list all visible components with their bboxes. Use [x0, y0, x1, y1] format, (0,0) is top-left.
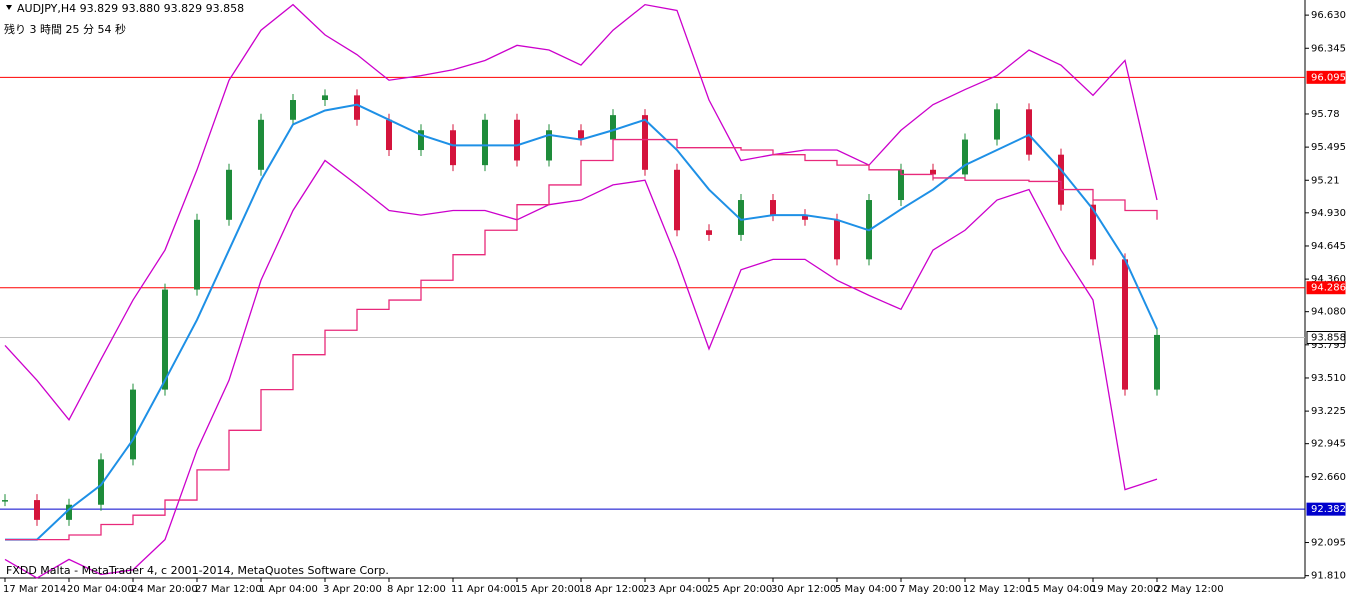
- candle: [130, 389, 136, 460]
- level-label-box: [1306, 330, 1346, 344]
- candle: [1090, 204, 1096, 260]
- candle: [1026, 109, 1032, 155]
- candle: [706, 230, 712, 235]
- chart-title: AUDJPY,H4 93.829 93.880 93.829 93.858: [17, 2, 244, 15]
- x-tick-label: 11 Apr 04:00: [451, 584, 516, 595]
- level-label-box: [1306, 281, 1346, 295]
- y-tick-label: 96.630: [1311, 10, 1346, 21]
- y-tick-label: 95.495: [1311, 142, 1346, 153]
- y-tick-label: 94.930: [1311, 208, 1346, 219]
- x-tick-label: 22 May 12:00: [1155, 584, 1224, 595]
- x-tick-label: 15 May 04:00: [1027, 584, 1096, 595]
- x-tick-label: 5 May 04:00: [835, 584, 897, 595]
- plot: [0, 3, 1305, 579]
- level-label: 96.095: [1311, 72, 1346, 83]
- candle: [674, 169, 680, 231]
- x-tick-label: 25 Apr 20:00: [707, 584, 772, 595]
- x-tick-label: 7 May 20:00: [899, 584, 961, 595]
- y-tick-label: 95.78: [1311, 109, 1340, 120]
- indicator-line: [5, 103, 1158, 541]
- candle: [834, 219, 840, 260]
- x-tick-label: 1 Apr 04:00: [259, 584, 318, 595]
- x-tick-label: 12 May 12:00: [963, 584, 1032, 595]
- candle: [1154, 334, 1160, 390]
- x-tick-label: 3 Apr 20:00: [323, 584, 382, 595]
- y-tick-label: 91.810: [1311, 571, 1346, 582]
- candle: [514, 119, 520, 161]
- candle: [578, 130, 584, 140]
- x-tick-label: 19 May 20:00: [1091, 584, 1160, 595]
- candle: [66, 504, 72, 520]
- candle: [898, 169, 904, 201]
- copyright: FXDD Malta - MetaTrader 4, c 2001-2014, …: [6, 564, 389, 577]
- candle: [1122, 259, 1128, 390]
- candle: [322, 95, 328, 101]
- candle: [258, 119, 264, 170]
- candle: [34, 500, 40, 520]
- candle: [546, 130, 552, 161]
- y-tick-label: 93.795: [1311, 340, 1346, 351]
- candle: [610, 115, 616, 140]
- candle: [994, 109, 1000, 140]
- y-tick-label: 93.510: [1311, 373, 1346, 384]
- candle: [290, 100, 296, 120]
- candle: [450, 130, 456, 166]
- y-tick-label: 94.360: [1311, 274, 1346, 285]
- candle: [162, 289, 168, 390]
- x-tick-label: 18 Apr 12:00: [579, 584, 644, 595]
- level-label-box: [1306, 502, 1346, 516]
- y-tick-label: 93.225: [1311, 406, 1346, 417]
- x-tick-label: 8 Apr 12:00: [387, 584, 446, 595]
- x-tick-label: 17 Mar 2014: [3, 584, 66, 595]
- candle: [194, 219, 200, 290]
- y-tick-label: 94.645: [1311, 241, 1346, 252]
- y-tick-label: 94.080: [1311, 307, 1346, 318]
- candle: [386, 119, 392, 151]
- candle: [1058, 154, 1064, 205]
- candle: [98, 459, 104, 505]
- x-tick-label: 20 Mar 04:00: [67, 584, 134, 595]
- y-tick-label: 92.095: [1311, 538, 1346, 549]
- candle: [802, 215, 808, 220]
- candle: [482, 119, 488, 166]
- y-tick-label: 92.945: [1311, 439, 1346, 450]
- indicator-line: [4, 3, 1158, 422]
- candle: [738, 200, 744, 235]
- candle: [418, 130, 424, 151]
- x-tick-label: 30 Apr 12:00: [771, 584, 836, 595]
- candle: [2, 500, 8, 502]
- level-label: 92.382: [1311, 504, 1346, 515]
- level-label: 94.286: [1311, 283, 1346, 294]
- menu-arrow: [6, 5, 12, 10]
- indicator-line: [5, 138, 1158, 541]
- x-tick-label: 23 Apr 04:00: [643, 584, 708, 595]
- x-tick-label: 24 Mar 20:00: [131, 584, 198, 595]
- candle: [226, 169, 232, 220]
- countdown: 残り 3 時間 25 分 54 秒: [4, 22, 126, 36]
- x-tick-label: 15 Apr 20:00: [515, 584, 580, 595]
- candle: [642, 115, 648, 170]
- x-tick-label: 27 Mar 12:00: [195, 584, 262, 595]
- level-label-box: [1306, 70, 1346, 84]
- y-tick-label: 95.21: [1311, 175, 1340, 186]
- candle: [930, 169, 936, 175]
- candle: [354, 95, 360, 120]
- y-tick-label: 96.345: [1311, 43, 1346, 54]
- indicator-line: [4, 159, 1158, 579]
- candle: [962, 139, 968, 175]
- level-label: 93.858: [1311, 332, 1346, 343]
- y-tick-label: 92.660: [1311, 472, 1346, 483]
- candle: [770, 200, 776, 216]
